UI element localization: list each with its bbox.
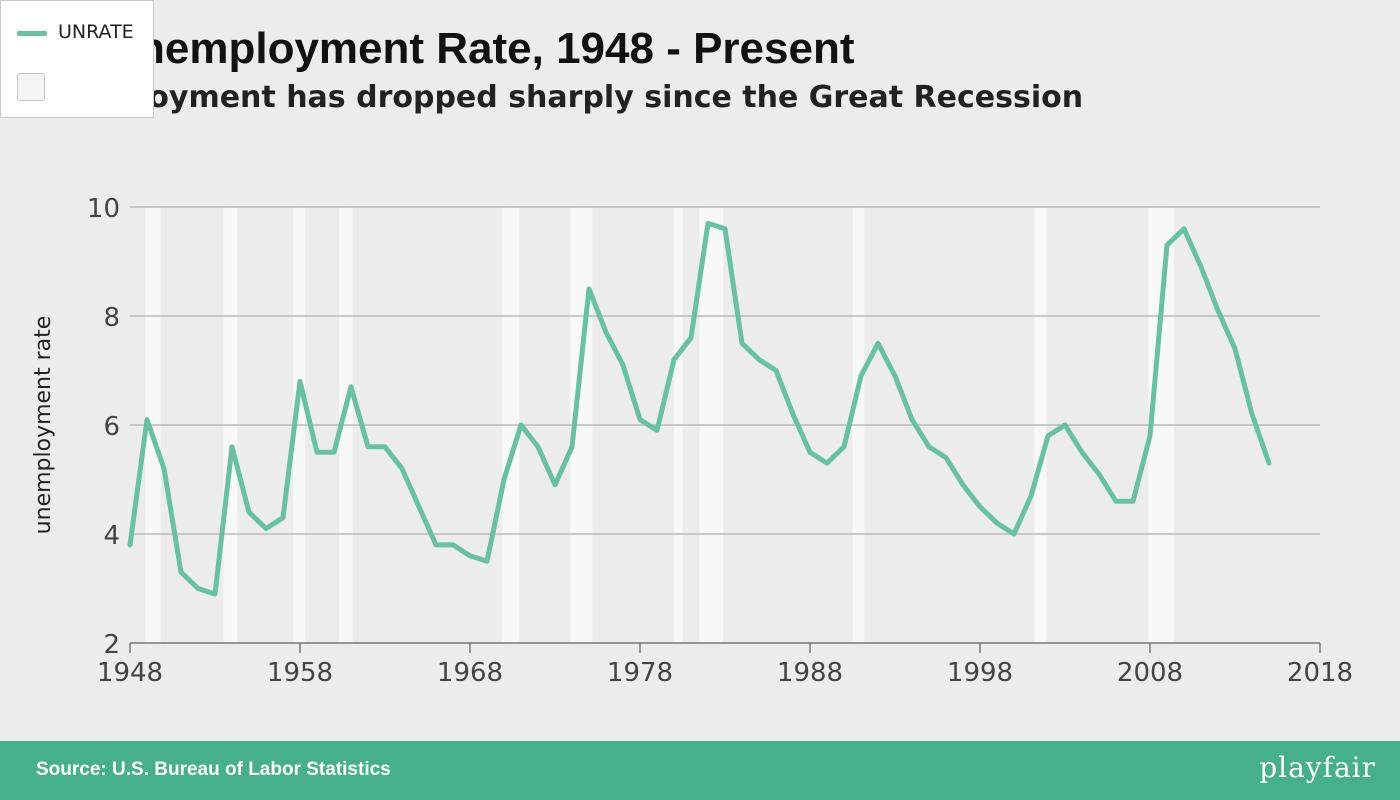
- x-tick-label: 2018: [1287, 658, 1353, 688]
- legend-swatch-unrate: [17, 31, 47, 36]
- legend-checkbox[interactable]: [17, 73, 45, 101]
- y-tick-label: 8: [103, 303, 120, 333]
- y-tick-label: 10: [87, 194, 120, 224]
- x-tick-label: 1948: [97, 658, 163, 688]
- brand-logo: playfair: [1259, 751, 1376, 784]
- x-tick-label: 2008: [1117, 658, 1183, 688]
- x-tick-label: 1958: [267, 658, 333, 688]
- series-line-unrate: [127, 220, 1272, 597]
- y-tick-label: 2: [103, 630, 120, 660]
- gridlines: 2 4 6 8 10: [87, 194, 1320, 660]
- legend-label-unrate: UNRATE: [58, 21, 134, 43]
- x-tick-label: 1988: [777, 658, 843, 688]
- footer-bar: Source: U.S. Bureau of Labor Statistics …: [0, 741, 1400, 800]
- x-tick-label: 1998: [947, 658, 1013, 688]
- y-tick-label: 6: [103, 412, 120, 442]
- source-text: Source: U.S. Bureau of Labor Statistics: [36, 759, 391, 780]
- y-axis-label: unemployment rate: [31, 316, 56, 535]
- x-tick-label: 1968: [437, 658, 503, 688]
- x-tick-label: 1978: [607, 658, 673, 688]
- y-tick-label: 4: [103, 521, 120, 551]
- chart-subtitle: loyment has dropped sharply since the Gr…: [138, 80, 1084, 115]
- chart-title: nemployment Rate, 1948 - Present: [138, 24, 855, 73]
- tick-marks: 1948 1958 1968 1978 1988 1998 2008 2018: [97, 643, 1353, 688]
- legend: UNRATE: [0, 0, 154, 118]
